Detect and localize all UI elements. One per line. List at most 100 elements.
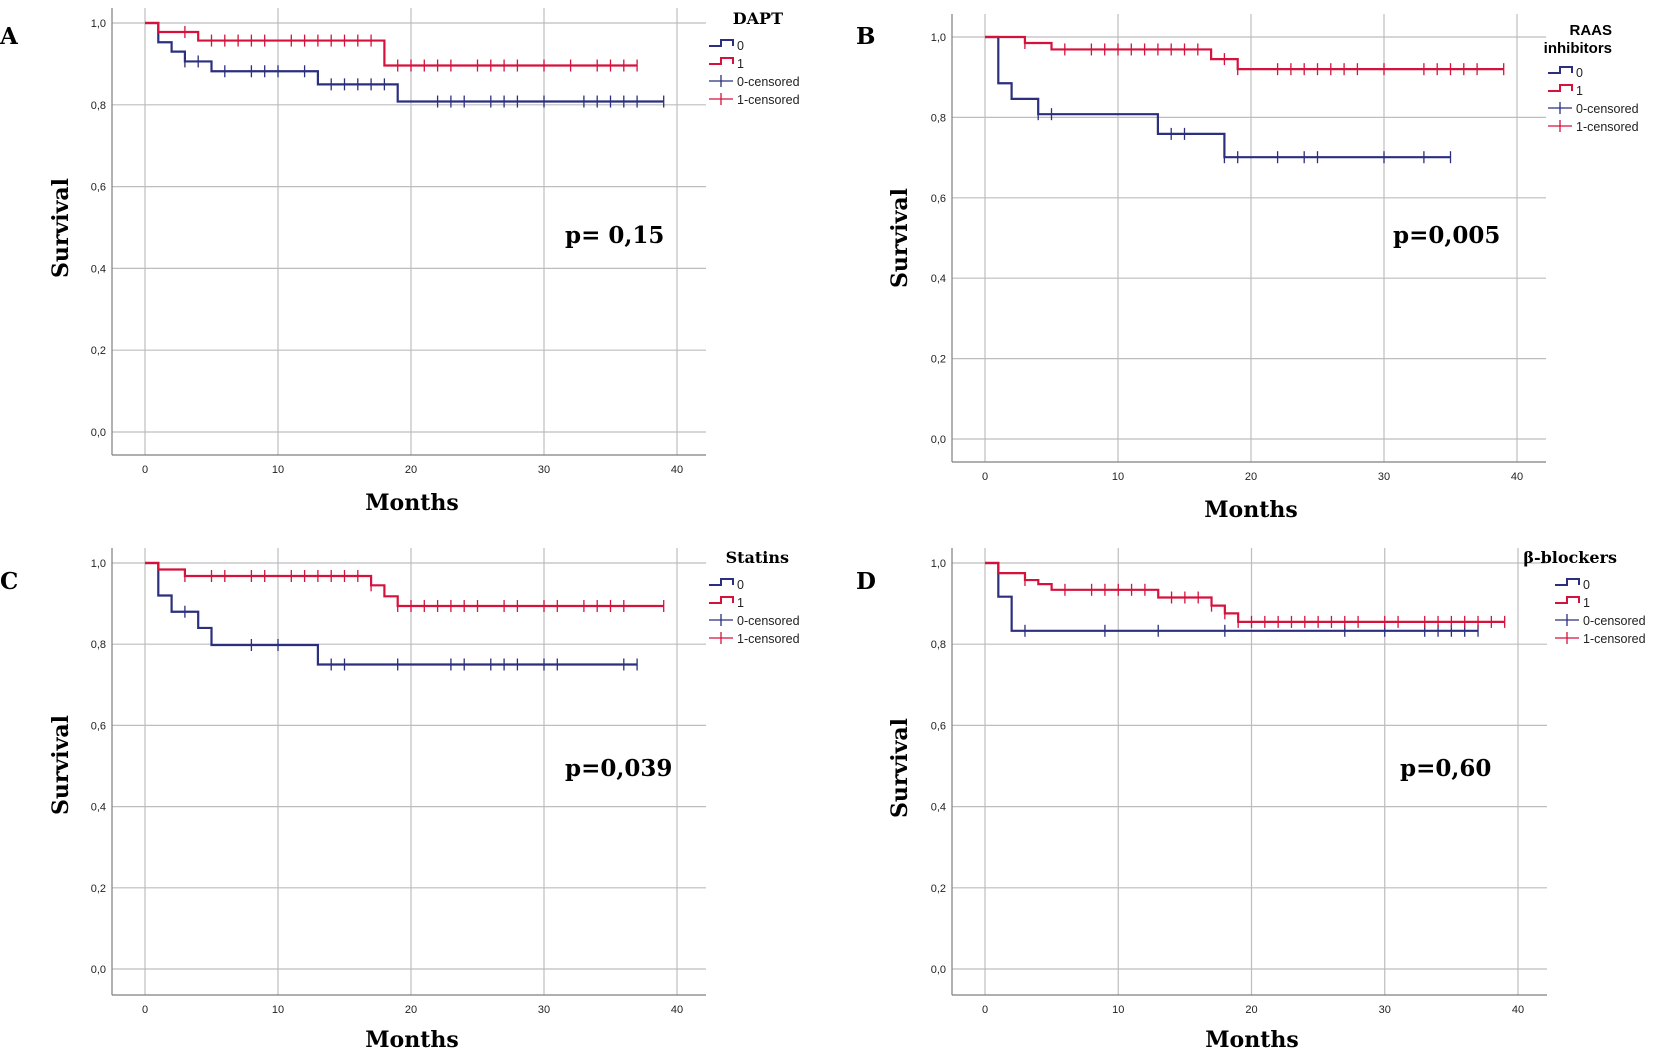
panel-letter: B [856, 23, 875, 50]
y-tick-label: 0,2 [931, 883, 946, 895]
legend-label: 1 [1583, 596, 1590, 610]
km-curve-group-1 [145, 21, 638, 67]
x-tick-label: 20 [405, 1004, 417, 1016]
y-tick-label: 0,4 [931, 273, 946, 285]
x-tick-label: 40 [1512, 1004, 1524, 1016]
legend-title: inhibitors [1544, 40, 1612, 57]
legend-label: 1 [737, 596, 744, 610]
y-tick-label: 0,4 [91, 263, 106, 275]
y-tick-label: 0,8 [91, 100, 106, 112]
x-tick-label: 30 [1379, 1004, 1391, 1016]
legend-step-symbol-0 [1548, 66, 1573, 74]
km-curve-group-1 [145, 561, 664, 608]
legend-label: 0-censored [737, 75, 800, 89]
legend-step-symbol-0 [1555, 578, 1580, 586]
panel-letter: D [856, 568, 876, 595]
legend: DAPT 0 1 0-censored 1-censored [709, 9, 800, 107]
legend-title: Statins [726, 548, 789, 567]
legend: β-blockers 0 1 0-censored 1-censored [1523, 548, 1645, 646]
x-tick-label: 40 [1511, 471, 1523, 483]
legend-step-symbol-0 [709, 39, 734, 47]
legend-label: 1-censored [1583, 632, 1646, 646]
km-curve-group-1 [985, 561, 1505, 623]
p-value-annotation: p=0,60 [1400, 755, 1491, 782]
legend: Statins 0 1 0-censored 1-censored [709, 548, 800, 646]
x-tick-label: 40 [671, 1004, 683, 1016]
x-tick-label: 30 [538, 464, 550, 476]
x-axis-title: Months [365, 490, 459, 516]
p-value-annotation: p=0,039 [565, 755, 672, 782]
y-tick-label: 0,2 [931, 354, 946, 366]
x-tick-label: 0 [142, 464, 148, 476]
x-tick-label: 40 [671, 464, 683, 476]
y-tick-label: 0,0 [91, 964, 106, 976]
legend-label: 0 [737, 39, 744, 53]
legend-label: 1-censored [737, 632, 800, 646]
x-tick-label: 0 [982, 471, 988, 483]
x-tick-label: 20 [405, 464, 417, 476]
x-tick-label: 20 [1245, 1004, 1257, 1016]
panel-a: 0 10 20 30 400,00,20,40,60,81,0MonthsSurviva… [0, 8, 800, 516]
legend-label: 1-censored [1576, 120, 1639, 134]
x-axis-title: Months [1205, 1027, 1299, 1049]
y-tick-label: 1,0 [931, 32, 946, 44]
legend-label: 0-censored [737, 614, 800, 628]
x-axis-title: Months [1204, 497, 1298, 523]
panel-letter: A [0, 23, 19, 50]
km-curve-group-0 [145, 21, 664, 103]
legend-step-symbol-0 [709, 578, 734, 586]
y-tick-label: 0,8 [931, 112, 946, 124]
legend-title: β-blockers [1523, 548, 1617, 567]
y-axis-title: Survival [887, 718, 913, 818]
legend-label: 0-censored [1576, 102, 1639, 116]
km-curve-group-0 [145, 561, 638, 666]
x-tick-label: 10 [272, 464, 284, 476]
legend-label: 1-censored [737, 93, 800, 107]
y-tick-label: 0,0 [931, 964, 946, 976]
legend-label: 1 [1576, 84, 1583, 98]
legend-title: DAPT [733, 9, 783, 28]
y-tick-label: 0,6 [91, 182, 106, 194]
x-tick-label: 10 [1112, 1004, 1124, 1016]
x-tick-label: 20 [1245, 471, 1257, 483]
x-axis-title: Months [365, 1027, 459, 1049]
y-tick-label: 0,8 [931, 639, 946, 651]
x-tick-label: 10 [1112, 471, 1124, 483]
x-tick-label: 10 [272, 1004, 284, 1016]
p-value-annotation: p=0,005 [1393, 222, 1500, 249]
km-curve-group-0 [985, 561, 1479, 632]
legend-step-symbol-1 [1555, 596, 1580, 604]
y-tick-label: 0,6 [931, 720, 946, 732]
x-tick-label: 0 [142, 1004, 148, 1016]
y-tick-label: 1,0 [91, 558, 106, 570]
y-tick-label: 0,4 [91, 802, 106, 814]
y-tick-label: 0,4 [931, 802, 946, 814]
y-tick-label: 0,8 [91, 639, 106, 651]
y-axis-title: Survival [48, 715, 74, 815]
y-tick-label: 0,2 [91, 345, 106, 357]
km-curve-group-0 [985, 35, 1451, 159]
legend-step-symbol-1 [1548, 84, 1573, 92]
panel-b: 0 10 20 30 40 0,0 0,2 0,4 0,6 0,8 1,0 Months Surviva… [856, 14, 1639, 523]
y-tick-label: 0,2 [91, 883, 106, 895]
y-axis-title: Survival [887, 188, 913, 288]
legend-label: 0-censored [1583, 614, 1646, 628]
panel-d: 0 10 20 30 40 0,0 0,2 0,4 0,6 0,8 1,0 Months Surviva… [856, 548, 1646, 1049]
y-axis-title: Survival [48, 178, 74, 278]
panel-letter: C [0, 568, 18, 595]
y-tick-label: 0,6 [931, 193, 946, 205]
y-tick-label: 0,0 [91, 427, 106, 439]
x-tick-label: 30 [1378, 471, 1390, 483]
x-tick-label: 30 [538, 1004, 550, 1016]
legend-step-symbol-1 [709, 57, 734, 65]
legend-label: 1 [737, 57, 744, 71]
y-tick-label: 0,0 [931, 434, 946, 446]
panel-c: 0 10 20 30 400,00,20,40,60,81,0MonthsSurviva… [0, 548, 800, 1049]
legend-label: 0 [737, 578, 744, 592]
legend-label: 0 [1583, 578, 1590, 592]
p-value-annotation: p= 0,15 [565, 222, 664, 249]
y-tick-label: 1,0 [931, 558, 946, 570]
legend-step-symbol-1 [709, 596, 734, 604]
